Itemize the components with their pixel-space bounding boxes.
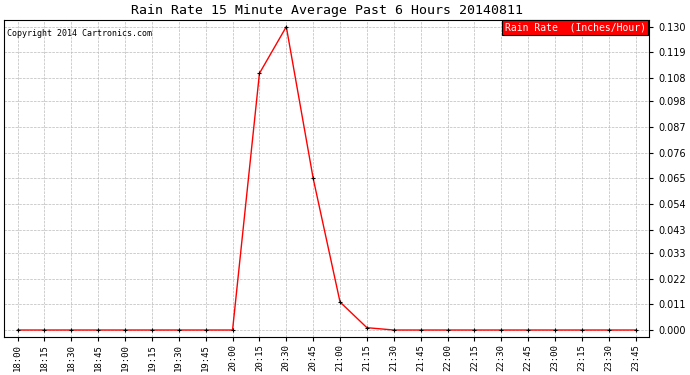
Text: Copyright 2014 Cartronics.com: Copyright 2014 Cartronics.com xyxy=(8,29,152,38)
Text: Rain Rate  (Inches/Hour): Rain Rate (Inches/Hour) xyxy=(505,23,646,33)
Title: Rain Rate 15 Minute Average Past 6 Hours 20140811: Rain Rate 15 Minute Average Past 6 Hours… xyxy=(130,4,522,17)
